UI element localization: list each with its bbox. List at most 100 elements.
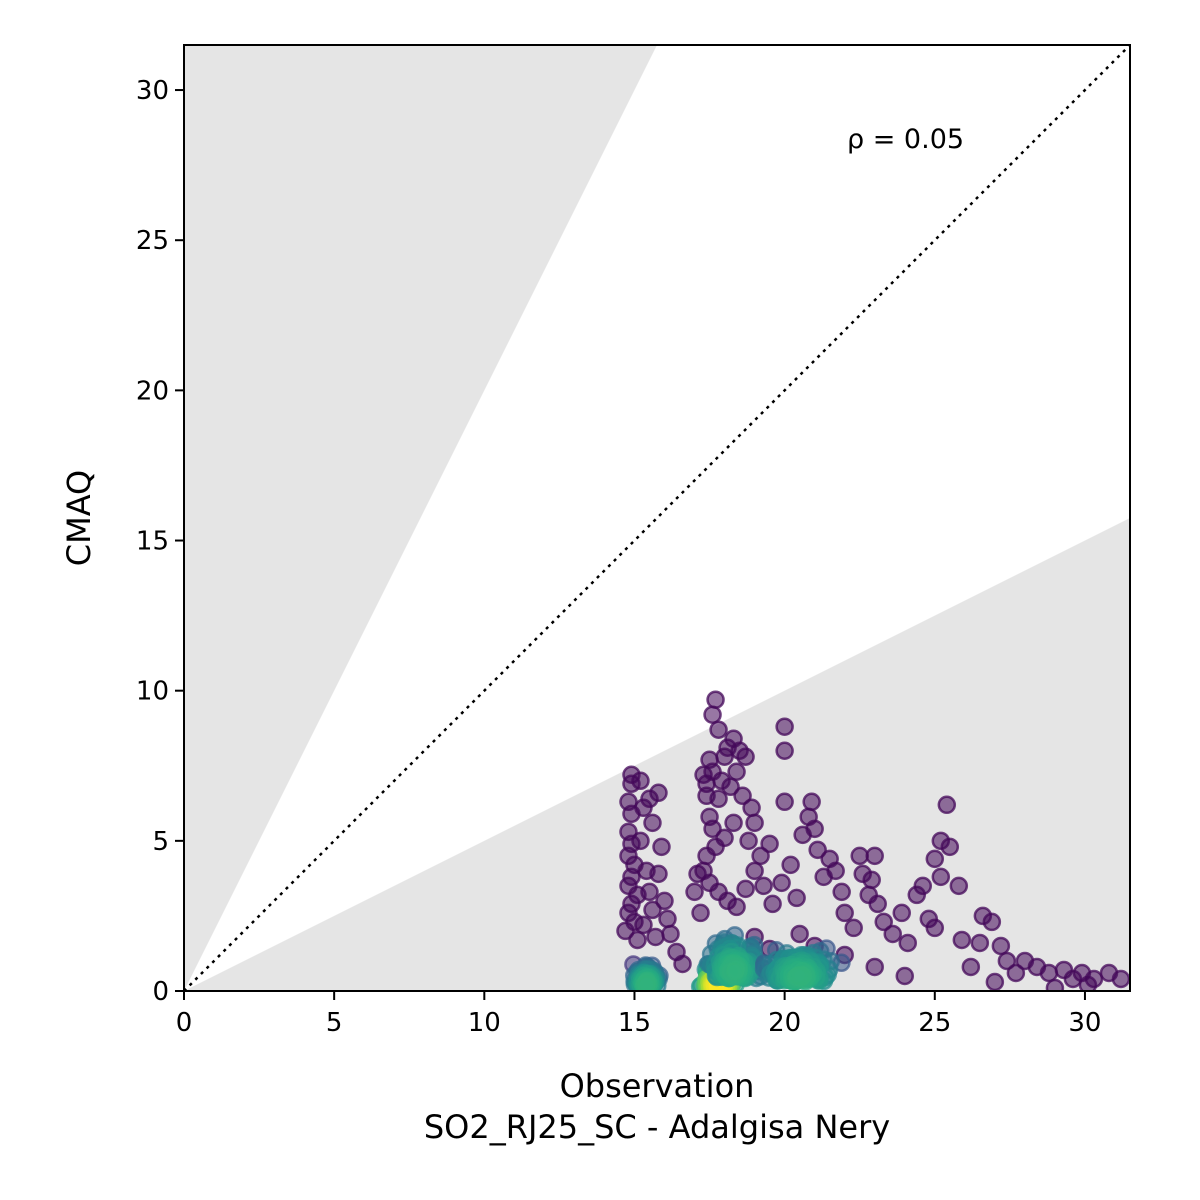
y-axis-label: CMAQ: [60, 470, 98, 566]
scatter-point: [788, 966, 808, 985]
scatter-point: [925, 849, 945, 869]
scatter-point: [1078, 975, 1098, 991]
scatter-point: [874, 912, 893, 932]
scatter-point: [697, 846, 716, 866]
scatter-point: [631, 771, 650, 791]
axes: 0 5 10 15 20 25 30 0 5 10 15 20 25 30: [136, 76, 1102, 1038]
scatter-point: [655, 891, 674, 911]
scatter-point: [685, 882, 704, 902]
scatter-point: [808, 840, 827, 860]
shaded-region-lower: [184, 518, 1130, 991]
scatter-point: [1045, 978, 1065, 991]
scatter-point: [868, 894, 887, 914]
scatter-point: [721, 777, 740, 797]
scatter-point: [709, 720, 728, 739]
scatter-point: [805, 819, 824, 839]
y-tick-label: 0: [152, 977, 169, 1007]
x-tick-label: 30: [1068, 1008, 1101, 1038]
scatter-point: [640, 789, 659, 809]
x-axis-label: Observation: [560, 1067, 755, 1105]
scatter-points: [616, 690, 1130, 991]
scatter-point: [790, 924, 809, 944]
scatter-point: [724, 813, 743, 833]
scatter-point: [760, 834, 779, 854]
scatter-point: [862, 870, 881, 890]
scatter-point: [775, 741, 794, 760]
y-tick-label: 15: [136, 527, 169, 557]
scatter-point: [649, 864, 668, 884]
y-tick-label: 25: [136, 226, 169, 256]
scatter-point: [865, 846, 884, 866]
scatter-point: [751, 846, 770, 866]
scatter-point: [961, 957, 981, 977]
scatter-point: [1006, 963, 1026, 983]
scatter-point: [802, 792, 821, 812]
scatter-point: [865, 957, 884, 977]
scatter-point: [763, 894, 782, 914]
scatter-point: [772, 873, 791, 893]
x-tick-label: 5: [326, 1008, 343, 1038]
scatter-point: [985, 972, 1005, 991]
shaded-regions: [184, 45, 1130, 991]
scatter-point: [925, 918, 945, 938]
scatter-point: [637, 975, 656, 991]
x-axis-sublabel: SO2_RJ25_SC - Adalgisa Nery: [424, 1108, 890, 1146]
scatter-point: [646, 927, 665, 947]
scatter-point: [640, 882, 659, 902]
scatter-point: [652, 837, 671, 857]
scatter-point: [949, 876, 969, 896]
x-tick-label: 15: [618, 1008, 651, 1038]
scatter-point: [775, 792, 794, 812]
scatter-point: [832, 882, 851, 902]
scatter-point: [835, 903, 854, 923]
scatter-point: [898, 933, 918, 953]
scatter-point: [850, 846, 869, 866]
scatter-point: [940, 837, 960, 857]
scatter-point: [727, 897, 746, 917]
scatter-point: [982, 912, 1002, 932]
scatter-point: [745, 861, 764, 881]
scatter-point: [997, 951, 1017, 971]
annotation-rho: ρ = 0.05: [847, 124, 964, 155]
scatter-point: [742, 798, 761, 818]
scatter-point: [913, 876, 933, 896]
scatter-point: [991, 936, 1011, 956]
scatter-point: [631, 831, 650, 851]
scatter-point: [703, 819, 722, 839]
scatter-point: [739, 831, 758, 851]
scatter-point: [775, 717, 794, 736]
y-tick-label: 5: [152, 827, 169, 857]
scatter-point: [733, 786, 752, 806]
scatter-point: [634, 915, 653, 935]
scatter-point: [754, 876, 773, 896]
scatter-point: [643, 813, 662, 833]
x-tick-label: 10: [468, 1008, 501, 1038]
scatter-point: [787, 888, 806, 908]
reference-line-layer: [184, 45, 1130, 991]
scatter-point: [673, 954, 692, 974]
scatter-point: [616, 921, 635, 941]
x-tick-label: 20: [768, 1008, 801, 1038]
scatter-point: [781, 855, 800, 875]
scatter-point: [844, 918, 863, 938]
scatter-point: [931, 867, 951, 887]
scatter-point: [1111, 969, 1130, 989]
scatter-point: [628, 930, 647, 950]
scatter-point: [736, 879, 755, 899]
scatter-point: [727, 762, 746, 782]
scatter-point: [895, 966, 915, 986]
x-tick-label: 0: [176, 1008, 193, 1038]
one-to-one-line: [184, 45, 1130, 991]
scatter-point: [661, 924, 680, 944]
scatter-point: [736, 747, 755, 767]
scatter-point: [709, 789, 728, 809]
scatter-point: [725, 962, 745, 981]
x-tick-label: 25: [918, 1008, 951, 1038]
scatter-point: [643, 900, 662, 920]
y-tick-label: 20: [136, 376, 169, 406]
plot-frame: [183, 44, 1131, 992]
scatter-point: [826, 861, 845, 881]
y-tick-label: 10: [136, 677, 169, 707]
shaded-region-upper: [184, 45, 657, 991]
